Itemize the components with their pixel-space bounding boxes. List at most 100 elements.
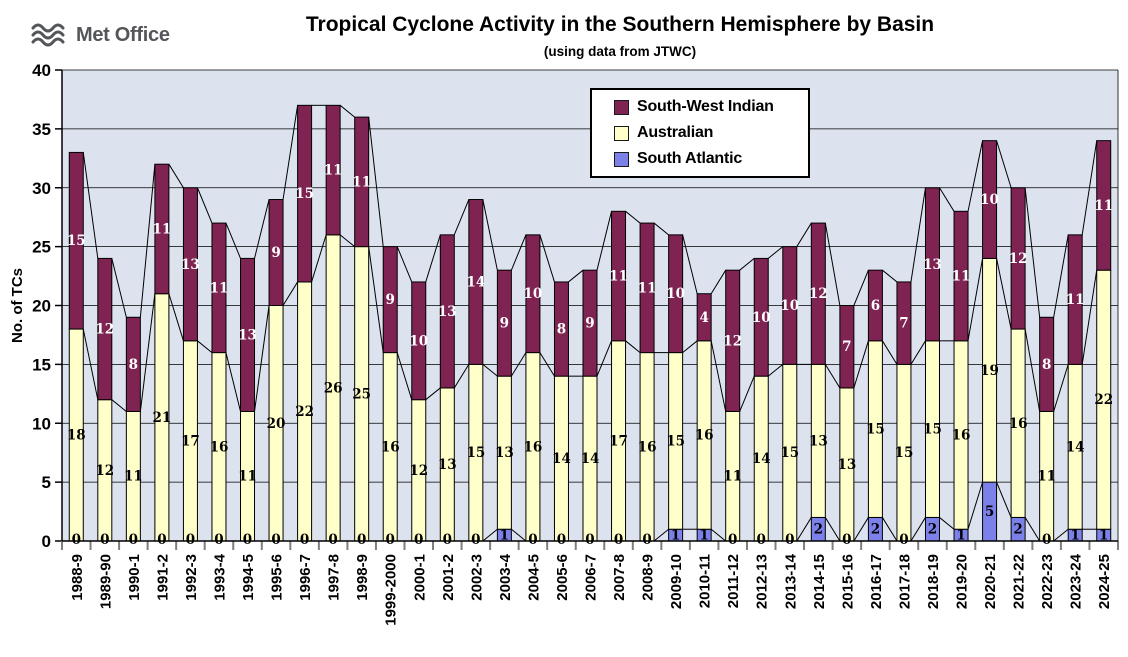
data-label-australian: 14 (1066, 439, 1085, 455)
bar-segment-south-west-indian (668, 234, 684, 354)
x-axis-label: 2001-2 (440, 554, 457, 601)
bar-segment-south-west-indian (782, 246, 798, 365)
data-label-south-west-indian: 4 (699, 310, 708, 326)
data-label-south-atlantic: 0 (728, 532, 737, 548)
bar-segment-south-west-indian (810, 222, 826, 365)
data-label-south-atlantic: 0 (386, 532, 395, 548)
data-label-south-west-indian: 11 (1094, 198, 1113, 214)
series-line (824, 222, 841, 306)
data-label-australian: 16 (1009, 416, 1028, 432)
bar-segment-south-west-indian (154, 163, 170, 295)
data-label-south-atlantic: 0 (414, 532, 423, 548)
series-line (425, 387, 441, 401)
data-label-south-atlantic: 0 (72, 532, 81, 548)
data-label-australian: 11 (1037, 469, 1056, 485)
series-line (225, 222, 241, 259)
data-label-south-atlantic: 1 (671, 528, 680, 544)
data-label-australian: 16 (524, 439, 543, 455)
data-label-south-west-indian: 10 (666, 286, 685, 302)
data-label-south-atlantic: 0 (214, 532, 223, 548)
data-label-south-atlantic: 0 (1042, 532, 1051, 548)
series-line (596, 340, 613, 377)
bar-segment-south-west-indian (240, 257, 256, 412)
data-label-south-west-indian: 8 (129, 357, 138, 373)
x-axis-label: 1992-3 (183, 554, 200, 601)
series-line (282, 281, 299, 306)
series-line (939, 187, 955, 212)
data-label-south-west-indian: 10 (780, 298, 799, 314)
series-line (796, 517, 812, 542)
x-axis-label: 2011-12 (725, 554, 742, 608)
series-line (482, 199, 498, 271)
data-label-south-atlantic: 0 (642, 532, 651, 548)
series-line (967, 258, 984, 341)
series-line (824, 364, 841, 389)
data-label-australian: 17 (609, 433, 628, 449)
data-label-south-atlantic: 0 (757, 532, 766, 548)
data-label-south-atlantic: 0 (300, 532, 309, 548)
x-axis-label: 2004-5 (525, 554, 542, 601)
data-label-south-atlantic: 0 (443, 532, 452, 548)
y-tick-label: 15 (32, 355, 51, 374)
data-label-south-atlantic: 0 (129, 532, 138, 548)
series-line (739, 375, 755, 412)
x-axis-label: 1990-1 (126, 554, 143, 601)
data-label-australian: 21 (152, 410, 171, 426)
data-label-south-west-indian: 13 (181, 257, 200, 273)
x-axis-label: 2002-3 (468, 554, 485, 601)
series-line (710, 528, 727, 542)
x-axis-label: 1994-5 (240, 554, 257, 601)
x-axis-label: 2010-11 (697, 554, 714, 608)
series-line (311, 234, 327, 283)
series-line (625, 340, 641, 353)
data-label-south-west-indian: 10 (524, 286, 543, 302)
data-label-south-west-indian: 10 (409, 333, 428, 349)
data-label-south-atlantic: 0 (243, 532, 252, 548)
series-line (282, 105, 299, 200)
data-label-south-west-indian: 12 (95, 322, 114, 338)
data-label-south-west-indian: 6 (871, 298, 880, 314)
x-axis-label: 2017-18 (896, 554, 913, 609)
data-label-australian: 14 (552, 451, 571, 467)
series-line (853, 517, 869, 542)
data-label-australian: 11 (124, 469, 143, 485)
series-line (625, 210, 641, 224)
series-line (1081, 140, 1098, 235)
bar-segment-south-west-indian (125, 316, 141, 412)
data-label-australian: 16 (210, 439, 229, 455)
data-label-australian: 13 (837, 457, 856, 473)
x-axis-label: 1988-9 (69, 554, 86, 601)
series-line (425, 234, 441, 283)
data-label-south-west-indian: 9 (500, 316, 509, 332)
series-line (653, 222, 669, 236)
x-axis-label: 2021-22 (1011, 554, 1028, 609)
data-label-australian: 13 (809, 433, 828, 449)
data-label-south-atlantic: 0 (357, 532, 366, 548)
data-label-south-west-indian: 11 (324, 163, 343, 179)
data-label-australian: 22 (1094, 392, 1113, 408)
x-axis-label: 2018-19 (925, 554, 942, 609)
bar-segment-south-west-indian (325, 104, 341, 236)
data-label-australian: 15 (895, 445, 914, 461)
data-label-south-west-indian: 7 (842, 339, 851, 355)
bar-segment-south-west-indian (411, 281, 427, 401)
legend-item-south-west-indian: South-West Indian (614, 98, 808, 116)
x-axis-label: 1989-90 (97, 554, 114, 609)
series-line (824, 517, 841, 542)
data-label-south-west-indian: 11 (152, 221, 171, 237)
series-line (710, 269, 727, 294)
legend-label-south-west-indian: South-West Indian (637, 98, 774, 115)
data-label-south-west-indian: 11 (1066, 292, 1085, 308)
y-tick-label: 20 (32, 297, 51, 316)
chart-legend: South-West Indian Australian South Atlan… (590, 88, 810, 178)
series-line (682, 340, 698, 353)
series-line (168, 293, 184, 341)
data-label-south-atlantic: 2 (928, 522, 937, 538)
series-line (939, 517, 955, 530)
data-label-australian: 15 (466, 445, 485, 461)
bar-segment-south-west-indian (982, 140, 998, 259)
series-line (510, 352, 527, 377)
data-label-south-atlantic: 1 (699, 528, 708, 544)
bar-segment-south-west-indian (525, 234, 541, 354)
